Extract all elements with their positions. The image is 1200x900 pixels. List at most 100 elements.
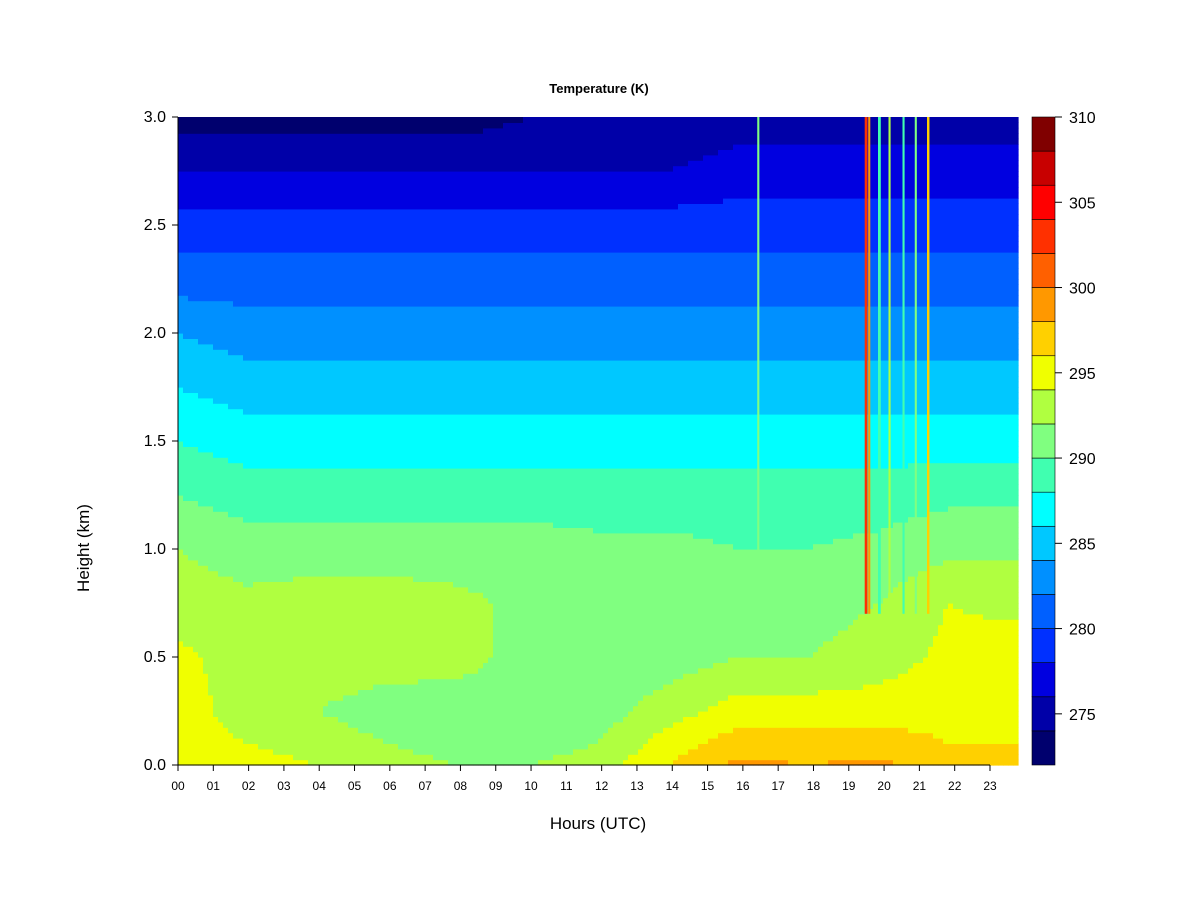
heatmap-cell (363, 419, 369, 426)
heatmap-cell (243, 721, 249, 728)
heatmap-cell (318, 549, 324, 555)
heatmap-cell (228, 748, 234, 755)
heatmap-cell (338, 268, 344, 275)
heatmap-cell (258, 241, 264, 248)
heatmap-cell (263, 495, 269, 501)
heatmap-cell (313, 149, 319, 156)
heatmap-cell (363, 716, 369, 723)
heatmap-cell (258, 252, 264, 258)
heatmap-cell (378, 187, 384, 194)
heatmap-cell (213, 268, 219, 275)
heatmap-cell (298, 581, 304, 588)
heatmap-cell (308, 241, 314, 248)
heatmap-cell (213, 657, 219, 663)
heatmap-cell (368, 738, 374, 744)
heatmap-cell (213, 235, 219, 242)
heatmap-cell (248, 738, 254, 744)
heatmap-cell (223, 370, 229, 377)
heatmap-cell (263, 646, 269, 653)
heatmap-cell (298, 262, 304, 269)
heatmap-cell (223, 262, 229, 269)
heatmap-cell (268, 581, 274, 588)
heatmap-cell (378, 252, 384, 258)
heatmap-cell (283, 576, 289, 582)
heatmap-cell (283, 597, 289, 604)
heatmap-cell (258, 673, 264, 680)
heatmap-cell (343, 651, 349, 658)
heatmap-cell (283, 241, 289, 248)
heatmap-cell (363, 273, 369, 280)
heatmap-cell (178, 748, 184, 755)
heatmap-cell (228, 343, 234, 350)
heatmap-cell (348, 208, 354, 215)
heatmap-cell (303, 484, 309, 491)
heatmap-cell (223, 171, 229, 177)
heatmap-cell (318, 738, 324, 744)
heatmap-cell (208, 289, 214, 296)
heatmap-cell (358, 408, 364, 415)
heatmap-cell (233, 711, 239, 717)
heatmap-cell (253, 516, 259, 523)
heatmap-cell (318, 754, 324, 761)
heatmap-cell (313, 127, 319, 134)
heatmap-cell (293, 403, 299, 410)
heatmap-cell (178, 333, 184, 339)
heatmap-cell (178, 630, 184, 636)
heatmap-cell (378, 543, 384, 550)
heatmap-cell (333, 657, 339, 663)
heatmap-cell (248, 732, 254, 739)
heatmap-cell (343, 554, 349, 561)
heatmap-cell (213, 419, 219, 426)
heatmap-cell (318, 171, 324, 177)
heatmap-cell (183, 624, 189, 631)
heatmap-cell (208, 532, 214, 539)
heatmap-cell (178, 468, 184, 474)
heatmap-cell (198, 403, 204, 410)
heatmap-cell (333, 581, 339, 588)
heatmap-cell (333, 214, 339, 221)
heatmap-cell (183, 262, 189, 269)
heatmap-cell (243, 338, 249, 345)
heatmap-cell (383, 678, 389, 685)
heatmap-cell (263, 554, 269, 561)
heatmap-cell (303, 543, 309, 550)
heatmap-cell (263, 424, 269, 431)
heatmap-cell (198, 117, 204, 123)
heatmap-cell (228, 311, 234, 318)
heatmap-cell (378, 597, 384, 604)
heatmap-cell (323, 716, 329, 723)
heatmap-cell (318, 370, 324, 377)
heatmap-cell (233, 257, 239, 264)
heatmap-cell (343, 117, 349, 123)
heatmap-cell (283, 397, 289, 404)
heatmap-cell (253, 279, 259, 285)
heatmap-cell (218, 354, 224, 361)
heatmap-cell (318, 246, 324, 253)
heatmap-cell (258, 543, 264, 550)
heatmap-cell (238, 505, 244, 512)
heatmap-cell (353, 505, 359, 512)
heatmap-cell (313, 640, 319, 647)
heatmap-cell (268, 430, 274, 437)
heatmap-cell (268, 640, 274, 647)
heatmap-cell (303, 235, 309, 242)
heatmap-cell (208, 387, 214, 393)
heatmap-cell (358, 597, 364, 604)
heatmap-cell (283, 360, 289, 366)
heatmap-cell (368, 732, 374, 739)
heatmap-cell (203, 570, 209, 577)
heatmap-cell (328, 203, 334, 210)
heatmap-cell (223, 667, 229, 674)
heatmap-cell (283, 457, 289, 464)
heatmap-cell (223, 711, 229, 717)
heatmap-cell (228, 381, 234, 388)
heatmap-cell (328, 338, 334, 345)
heatmap-cell (238, 532, 244, 539)
heatmap-cell (293, 446, 299, 453)
heatmap-cell (258, 181, 264, 188)
heatmap-cell (183, 711, 189, 717)
heatmap-cell (378, 235, 384, 242)
heatmap-cell (213, 117, 219, 123)
heatmap-cell (218, 127, 224, 134)
heatmap-cell (333, 597, 339, 604)
